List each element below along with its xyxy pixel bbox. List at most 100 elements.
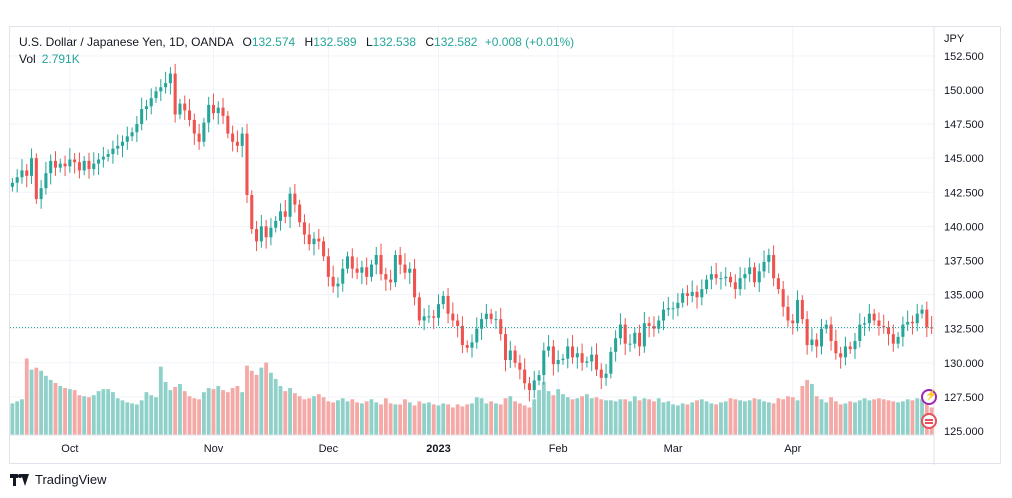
candle-body xyxy=(111,148,115,155)
candle-body xyxy=(274,220,278,228)
candle-body xyxy=(298,204,302,223)
volume-bar xyxy=(72,390,77,435)
volume-bar xyxy=(187,396,192,435)
price-tick-label: 142.500 xyxy=(944,187,984,199)
volume-bar xyxy=(766,402,771,435)
candle-body xyxy=(202,122,206,142)
volume-bar xyxy=(838,404,843,435)
us-flag-event-icon[interactable] xyxy=(921,413,937,429)
volume-bar xyxy=(336,400,340,435)
candle-body xyxy=(77,162,81,171)
candle-body xyxy=(331,276,335,287)
volume-bar xyxy=(843,403,848,435)
volume-bar xyxy=(297,396,302,435)
tradingview-brand[interactable]: TradingView xyxy=(10,472,107,487)
candle-body xyxy=(829,324,833,341)
volume-label[interactable]: Vol xyxy=(19,52,36,66)
volume-bar xyxy=(278,386,283,435)
tradingview-logo-icon xyxy=(10,473,29,486)
volume-bar xyxy=(197,399,202,435)
volume-bar xyxy=(374,402,379,435)
volume-bar xyxy=(575,398,580,435)
volume-bar xyxy=(470,403,474,435)
candle-body xyxy=(666,308,670,310)
dividend-event-icon[interactable] xyxy=(921,389,937,405)
candle-body xyxy=(547,346,551,351)
candle-body xyxy=(599,369,603,378)
candle-body xyxy=(427,316,431,318)
volume-bar xyxy=(829,397,833,435)
candle-body xyxy=(508,350,512,361)
candle-body xyxy=(834,340,838,354)
volume-bar xyxy=(886,400,891,435)
candle-body xyxy=(604,373,608,378)
volume-bar xyxy=(331,402,336,435)
candle-body xyxy=(810,339,814,346)
candle-body xyxy=(125,136,129,142)
volume-bar xyxy=(249,370,254,435)
volume-bar xyxy=(134,404,139,435)
open-value: 132.574 xyxy=(251,35,296,49)
volume-bar xyxy=(508,396,513,435)
candle-body xyxy=(518,362,522,370)
candle-body xyxy=(781,289,785,307)
candle-body xyxy=(566,346,570,359)
volume-bar xyxy=(637,400,642,435)
time-tick-label: Apr xyxy=(784,443,801,455)
volume-bar xyxy=(10,403,15,435)
candle-body xyxy=(695,291,699,298)
candle-body xyxy=(456,320,460,326)
volume-bar xyxy=(340,398,345,435)
candle-body xyxy=(532,380,536,391)
candle-body xyxy=(116,145,120,149)
candle-body xyxy=(283,211,287,217)
candle-body xyxy=(436,304,441,318)
candle-body xyxy=(82,160,86,171)
volume-bar xyxy=(833,401,838,435)
volume-bar xyxy=(671,404,675,435)
volume-bar xyxy=(230,388,235,435)
volume-bar xyxy=(130,403,134,435)
candle-body xyxy=(188,110,192,120)
price-tick-label: 145.000 xyxy=(944,153,984,165)
price-axis: 152.500 150.000 147.500 145.000 142.500 140.0… xyxy=(944,51,984,438)
price-tick-label: 132.500 xyxy=(944,324,984,336)
candle-body xyxy=(805,319,809,346)
candle-body xyxy=(63,163,67,167)
candle-body xyxy=(173,73,177,115)
volume-bar xyxy=(144,392,149,435)
chart-pane[interactable]: 152.500 150.000 147.500 145.000 142.500 140.0… xyxy=(9,26,1002,465)
candle-body xyxy=(523,369,527,384)
volume-bar xyxy=(738,400,743,435)
time-tick-label: Oct xyxy=(61,443,78,455)
candlestick-chart[interactable]: 152.500 150.000 147.500 145.000 142.500 140.0… xyxy=(10,27,1002,465)
volume-bar xyxy=(810,384,814,435)
candle-body xyxy=(87,160,91,170)
volume-bar xyxy=(125,402,130,435)
candle-body xyxy=(53,160,58,168)
candle-body xyxy=(278,211,283,221)
candle-body xyxy=(288,193,292,217)
candle-body xyxy=(661,309,666,321)
volume-bar xyxy=(733,399,738,435)
volume-bar xyxy=(608,400,613,435)
candle-body xyxy=(910,321,914,324)
candle-body xyxy=(130,132,134,137)
candle-body xyxy=(379,255,383,275)
candle-body xyxy=(106,154,110,157)
candle-body xyxy=(705,279,709,290)
close-label: C xyxy=(425,35,435,49)
volume-bar xyxy=(915,398,920,435)
time-tick-label: Mar xyxy=(664,443,683,455)
candle-body xyxy=(853,340,857,350)
volume-bar xyxy=(546,391,551,435)
volume-bar xyxy=(556,389,561,435)
volume-bar xyxy=(201,392,206,435)
candle-body xyxy=(317,238,321,242)
brand-name: TradingView xyxy=(35,472,107,487)
volume-bar xyxy=(158,366,163,435)
volume-bar xyxy=(728,398,733,435)
volume-bar xyxy=(489,401,494,435)
candle-body xyxy=(901,324,905,337)
symbol-title[interactable]: U.S. Dollar / Japanese Yen, 1D, OANDA xyxy=(19,35,234,49)
